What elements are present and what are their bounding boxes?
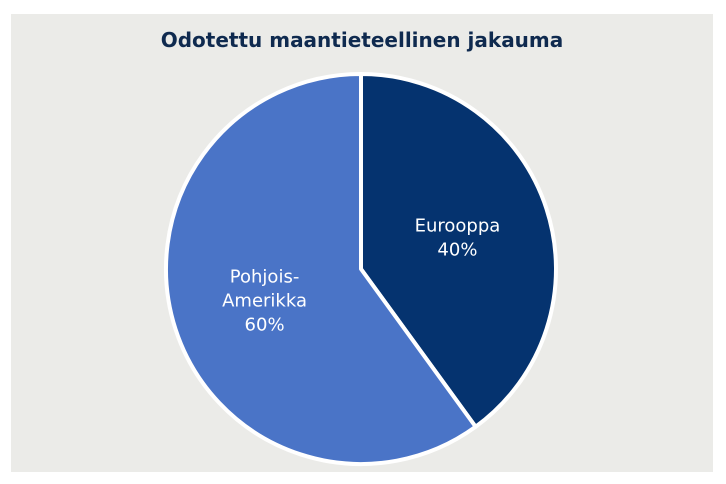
pie-slice-1 (164, 72, 478, 466)
pie-chart: Eurooppa 40% Pohjois-Amerikka 60% (164, 72, 558, 466)
chart-panel: Odotettu maantieteellinen jakauma Euroop… (11, 14, 713, 472)
chart-title: Odotettu maantieteellinen jakauma (160, 28, 564, 52)
slice-label-1: Pohjois-Amerikka 60% (222, 266, 307, 335)
pie-slice-0 (359, 72, 558, 429)
slice-label-0: Eurooppa 40% (415, 216, 501, 261)
